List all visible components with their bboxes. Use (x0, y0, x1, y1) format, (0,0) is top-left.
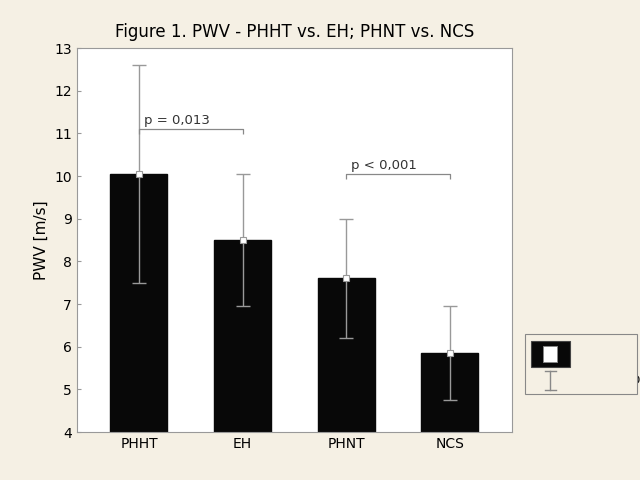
Y-axis label: PWV [m/s]: PWV [m/s] (34, 200, 49, 280)
Bar (317, 278, 374, 480)
Title: Figure 1. PWV - PHHT vs. EH; PHNT vs. NCS: Figure 1. PWV - PHHT vs. EH; PHNT vs. NC… (115, 23, 474, 41)
Text: p < 0,001: p < 0,001 (351, 159, 417, 172)
Text: Mean±SD: Mean±SD (579, 373, 640, 387)
Bar (214, 240, 271, 480)
Text: p = 0,013: p = 0,013 (144, 114, 210, 127)
Bar (421, 353, 478, 480)
Bar (111, 174, 168, 480)
Text: Mean: Mean (579, 348, 613, 361)
